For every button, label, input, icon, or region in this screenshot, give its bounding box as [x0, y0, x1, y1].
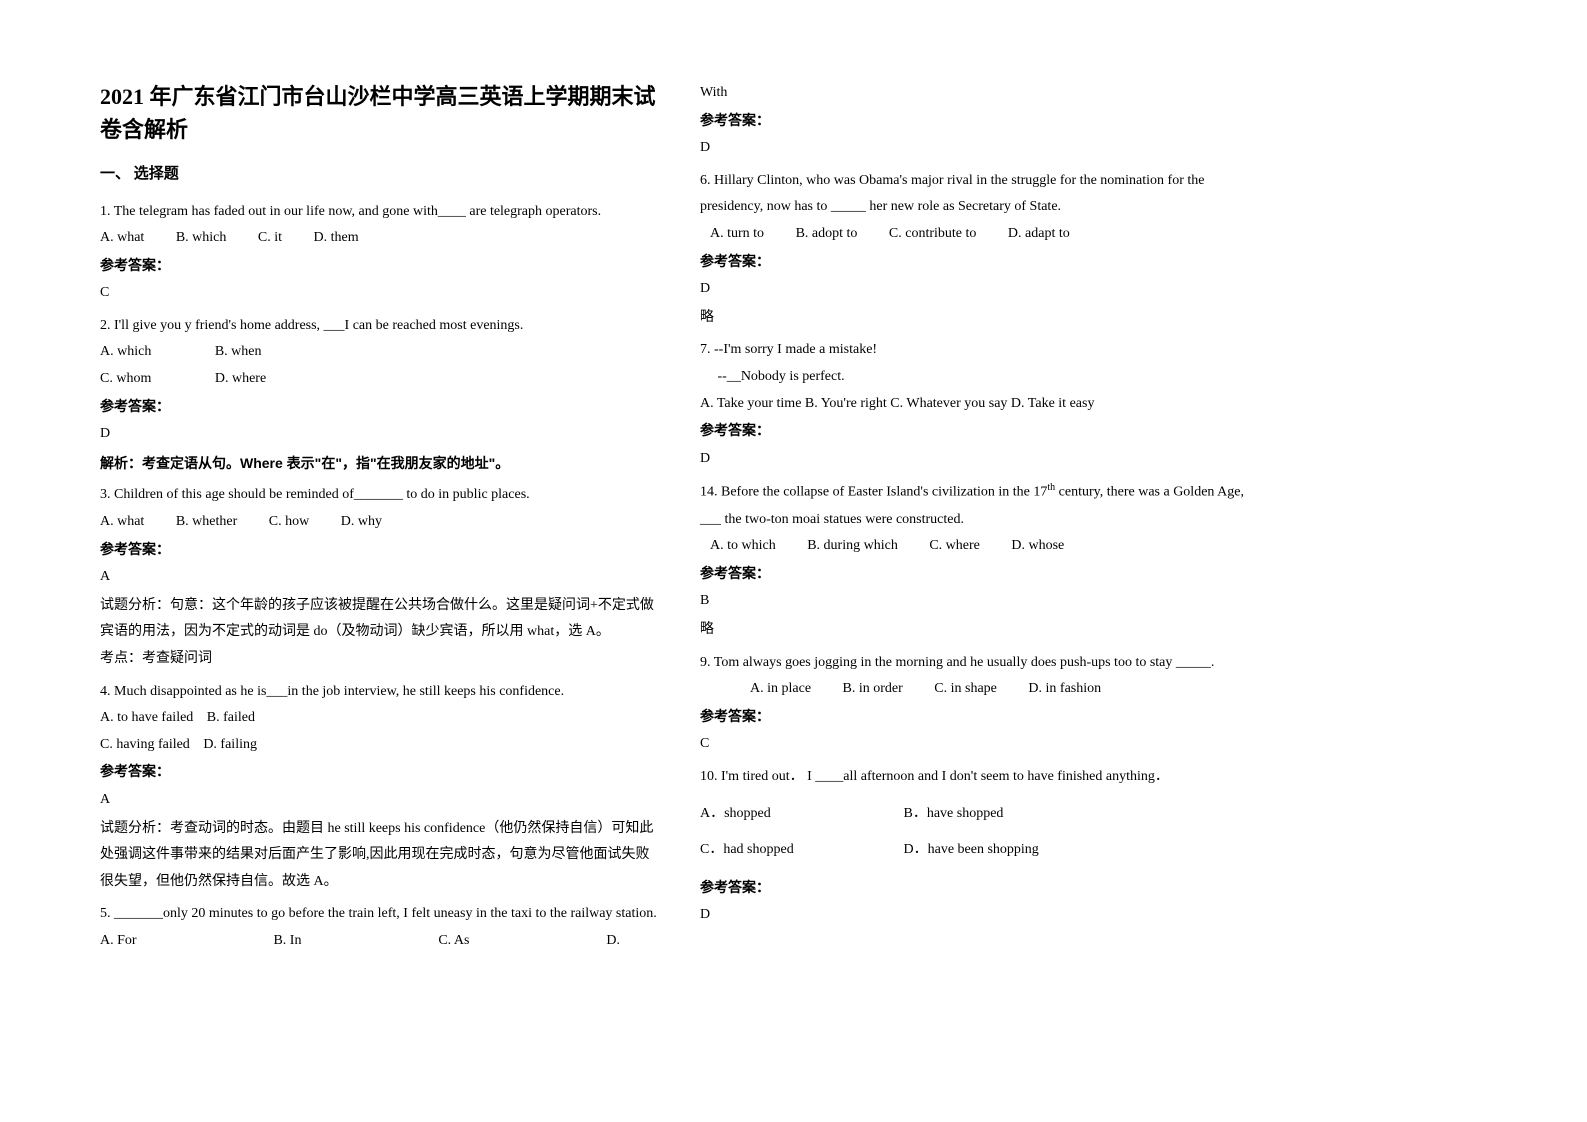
q5-opt-d: D. [606, 928, 620, 955]
q5-ans-label: 参考答案： [700, 107, 1260, 134]
q7-line2: --__Nobody is perfect. [700, 364, 1260, 391]
q2-stem: 2. I'll give you y friend's home address… [100, 313, 660, 340]
q6-opt-b: B. adopt to [796, 221, 858, 248]
q3-ans-label: 参考答案： [100, 536, 660, 563]
q5-opt-b: B. In [273, 928, 301, 955]
q6-opt-c: C. contribute to [889, 221, 977, 248]
q8-stem-a: 14. Before the collapse of Easter Island… [700, 485, 1047, 500]
q4-ans: A [100, 787, 660, 814]
q9-stem: 9. Tom always goes jogging in the mornin… [700, 650, 1260, 677]
q3-stem: 3. Children of this age should be remind… [100, 482, 660, 509]
q5-cont: With [700, 80, 1260, 107]
q1-opt-a: A. what [100, 225, 144, 252]
q7-ans-label: 参考答案： [700, 417, 1260, 444]
q1-opt-c: C. it [258, 225, 282, 252]
q3-options: A. what B. whether C. how D. why [100, 509, 660, 536]
q10-opt-b: B．have shopped [904, 806, 1004, 821]
q3-opt-c: C. how [269, 509, 309, 536]
q1-ans: C [100, 280, 660, 307]
q6-opt-a: A. turn to [710, 221, 764, 248]
q6-opt-d: D. adapt to [1008, 221, 1070, 248]
q4-opt-d: D. failing [203, 737, 257, 752]
q7-line1: 7. --I'm sorry I made a mistake! [700, 337, 1260, 364]
q5-stem: 5. _______only 20 minutes to go before t… [100, 901, 660, 928]
q2-ans-label: 参考答案： [100, 393, 660, 420]
q8-ans-label: 参考答案： [700, 560, 1260, 587]
q4-opt-b: B. failed [207, 710, 255, 725]
q8-opt-c: C. where [929, 533, 980, 560]
q1-options: A. what B. which C. it D. them [100, 225, 660, 252]
q3-opt-d: D. why [341, 509, 382, 536]
q4-options-row1: A. to have failed B. failed [100, 705, 660, 732]
q8-ans: B [700, 588, 1260, 615]
q10-options-row1: A．shopped B．have shopped [700, 801, 1260, 828]
q7-options: A. Take your time B. You're right C. Wha… [700, 391, 1260, 418]
q2-opt-c: C. whom [100, 366, 151, 393]
q3-opt-a: A. what [100, 509, 144, 536]
q10-ans-label: 参考答案： [700, 874, 1260, 901]
q6-options: A. turn to B. adopt to C. contribute to … [710, 221, 1260, 248]
q10-opt-d: D．have been shopping [904, 842, 1039, 857]
exam-title: 2021 年广东省江门市台山沙栏中学高三英语上学期期末试卷含解析 [100, 80, 660, 146]
q6-ans: D [700, 276, 1260, 303]
q5-opt-c: C. As [438, 928, 469, 955]
q10-opt-a: A．shopped [700, 801, 900, 828]
q3-ans: A [100, 564, 660, 591]
q10-stem: 10. I'm tired out． I ____all afternoon a… [700, 764, 1260, 791]
q8-opt-a: A. to which [710, 533, 776, 560]
q2-options-row1: A. which B. when [100, 339, 660, 366]
q2-ans: D [100, 421, 660, 448]
q6-ans-label: 参考答案： [700, 248, 1260, 275]
q5-opt-a: A. For [100, 928, 137, 955]
q4-opt-c: C. having failed [100, 737, 190, 752]
q1-opt-d: D. them [314, 225, 359, 252]
q7-ans: D [700, 446, 1260, 473]
q5-options: A. For B. In C. As D. [100, 928, 660, 955]
q6-lue: 略 [700, 305, 1260, 332]
right-column: With 参考答案： D 6. Hillary Clinton, who was… [700, 80, 1260, 955]
q1-stem: 1. The telegram has faded out in our lif… [100, 199, 660, 226]
q10-options-row2: C．had shopped D．have been shopping [700, 837, 1260, 864]
q10-ans: D [700, 902, 1260, 929]
q8-opt-b: B. during which [807, 533, 898, 560]
q4-opt-a: A. to have failed [100, 710, 193, 725]
q8-opt-d: D. whose [1011, 533, 1064, 560]
q6-stem: 6. Hillary Clinton, who was Obama's majo… [700, 168, 1260, 221]
q2-opt-b: B. when [215, 339, 262, 366]
q9-ans-label: 参考答案： [700, 703, 1260, 730]
q2-analysis: 解析：考查定语从句。Where 表示"在"，指"在我朋友家的地址"。 [100, 450, 660, 477]
exam-page: 2021 年广东省江门市台山沙栏中学高三英语上学期期末试卷含解析 一、 选择题 … [0, 0, 1587, 995]
q8-stem: 14. Before the collapse of Easter Island… [700, 478, 1260, 533]
q3-opt-b: B. whether [176, 509, 237, 536]
q9-opt-d: D. in fashion [1028, 676, 1101, 703]
q4-analysis: 试题分析：考查动词的时态。由题目 he still keeps his conf… [100, 816, 660, 896]
left-column: 2021 年广东省江门市台山沙栏中学高三英语上学期期末试卷含解析 一、 选择题 … [100, 80, 660, 955]
q8-lue: 略 [700, 617, 1260, 644]
q2-opt-a: A. which [100, 339, 151, 366]
q3-analysis-2: 考点：考查疑问词 [100, 646, 660, 673]
q5-ans: D [700, 135, 1260, 162]
q8-sup: th [1047, 482, 1055, 493]
q1-opt-b: B. which [176, 225, 227, 252]
q10-opt-c: C．had shopped [700, 837, 900, 864]
q9-opt-c: C. in shape [934, 676, 997, 703]
q4-stem: 4. Much disappointed as he is___in the j… [100, 679, 660, 706]
q9-opt-b: B. in order [843, 676, 903, 703]
q9-ans: C [700, 731, 1260, 758]
q2-opt-d: D. where [215, 366, 266, 393]
q4-ans-label: 参考答案： [100, 758, 660, 785]
q3-analysis-1: 试题分析：句意：这个年龄的孩子应该被提醒在公共场合做什么。这里是疑问词+不定式做… [100, 593, 660, 646]
q9-options: A. in place B. in order C. in shape D. i… [750, 676, 1260, 703]
q2-options-row2: C. whom D. where [100, 366, 660, 393]
section-1-heading: 一、 选择题 [100, 160, 660, 189]
q8-options: A. to which B. during which C. where D. … [710, 533, 1260, 560]
q4-options-row2: C. having failed D. failing [100, 732, 660, 759]
q1-ans-label: 参考答案： [100, 252, 660, 279]
q9-opt-a: A. in place [750, 676, 811, 703]
